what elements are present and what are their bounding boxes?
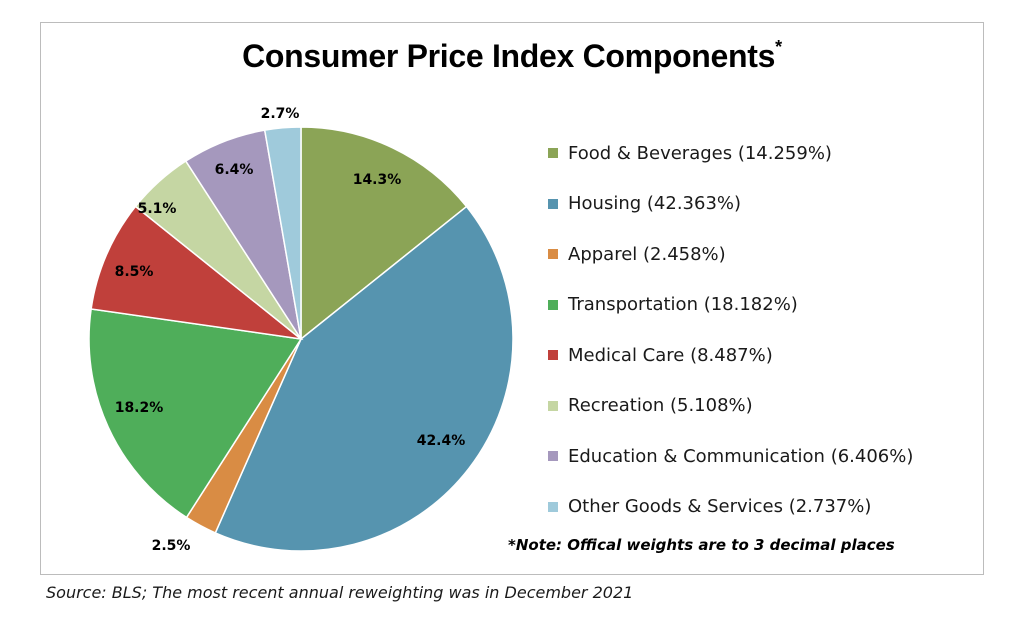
- pie-slice-medical-care: [90, 205, 304, 341]
- legend-swatch: [548, 249, 558, 260]
- legend-label: Education & Communication (6.406%): [568, 445, 914, 467]
- legend-label: Other Goods & Services (2.737%): [568, 496, 872, 518]
- pie-slice-transportation: [88, 308, 303, 519]
- legend-label: Food & Beverages (14.259%): [568, 142, 832, 164]
- chart-note: *Note: Offical weights are to 3 decimal …: [508, 536, 895, 554]
- legend-label: Recreation (5.108%): [568, 395, 753, 417]
- legend-swatch: [548, 299, 558, 310]
- legend-swatch: [548, 198, 558, 209]
- legend-item-medical-care: Medical Care (8.487%): [548, 330, 978, 381]
- pie-slices: [88, 126, 514, 552]
- legend-item-apparel: Apparel (2.458%): [548, 229, 978, 280]
- legend-item-other-goods-services: Other Goods & Services (2.737%): [548, 482, 978, 533]
- legend-swatch: [548, 148, 558, 159]
- legend-item-food-beverages: Food & Beverages (14.259%): [548, 128, 978, 179]
- pie-labels: 14.3% 42.4% 2.5% 18.2% 8.5% 5.1% 6.4% 2.7%: [115, 106, 466, 554]
- chart-title: Consumer Price Index Components*: [242, 37, 782, 74]
- slice-label-transportation: 18.2%: [115, 400, 164, 416]
- slice-label-apparel: 2.5%: [152, 538, 191, 554]
- pie-slice-other-goods-services: [263, 126, 302, 340]
- legend-label: Transportation (18.182%): [568, 294, 798, 316]
- legend-swatch: [548, 350, 558, 361]
- legend-swatch: [548, 400, 558, 411]
- pie-slice-food-beverages: [300, 126, 468, 341]
- legend-swatch: [548, 501, 558, 512]
- slice-label-medical-care: 8.5%: [115, 264, 154, 280]
- legend-label: Housing (42.363%): [568, 193, 742, 215]
- title-asterisk: *: [775, 37, 782, 58]
- chart-source: Source: BLS; The most recent annual rewe…: [46, 583, 634, 602]
- legend-label: Apparel (2.458%): [568, 243, 726, 265]
- slice-label-housing: 42.4%: [417, 433, 466, 449]
- legend-item-transportation: Transportation (18.182%): [548, 280, 978, 331]
- chart-legend: Food & Beverages (14.259%) Housing (42.36…: [548, 128, 978, 532]
- slice-label-recreation: 5.1%: [138, 201, 177, 217]
- slice-label-food-beverages: 14.3%: [353, 172, 402, 188]
- legend-label: Medical Care (8.487%): [568, 344, 773, 366]
- legend-item-education-communication: Education & Communication (6.406%): [548, 431, 978, 482]
- pie-slice-housing: [214, 205, 514, 552]
- legend-item-housing: Housing (42.363%): [548, 179, 978, 230]
- slice-label-education-communication: 6.4%: [215, 162, 254, 178]
- slice-label-other-goods-services: 2.7%: [261, 106, 300, 122]
- legend-swatch: [548, 451, 558, 462]
- legend-item-recreation: Recreation (5.108%): [548, 381, 978, 432]
